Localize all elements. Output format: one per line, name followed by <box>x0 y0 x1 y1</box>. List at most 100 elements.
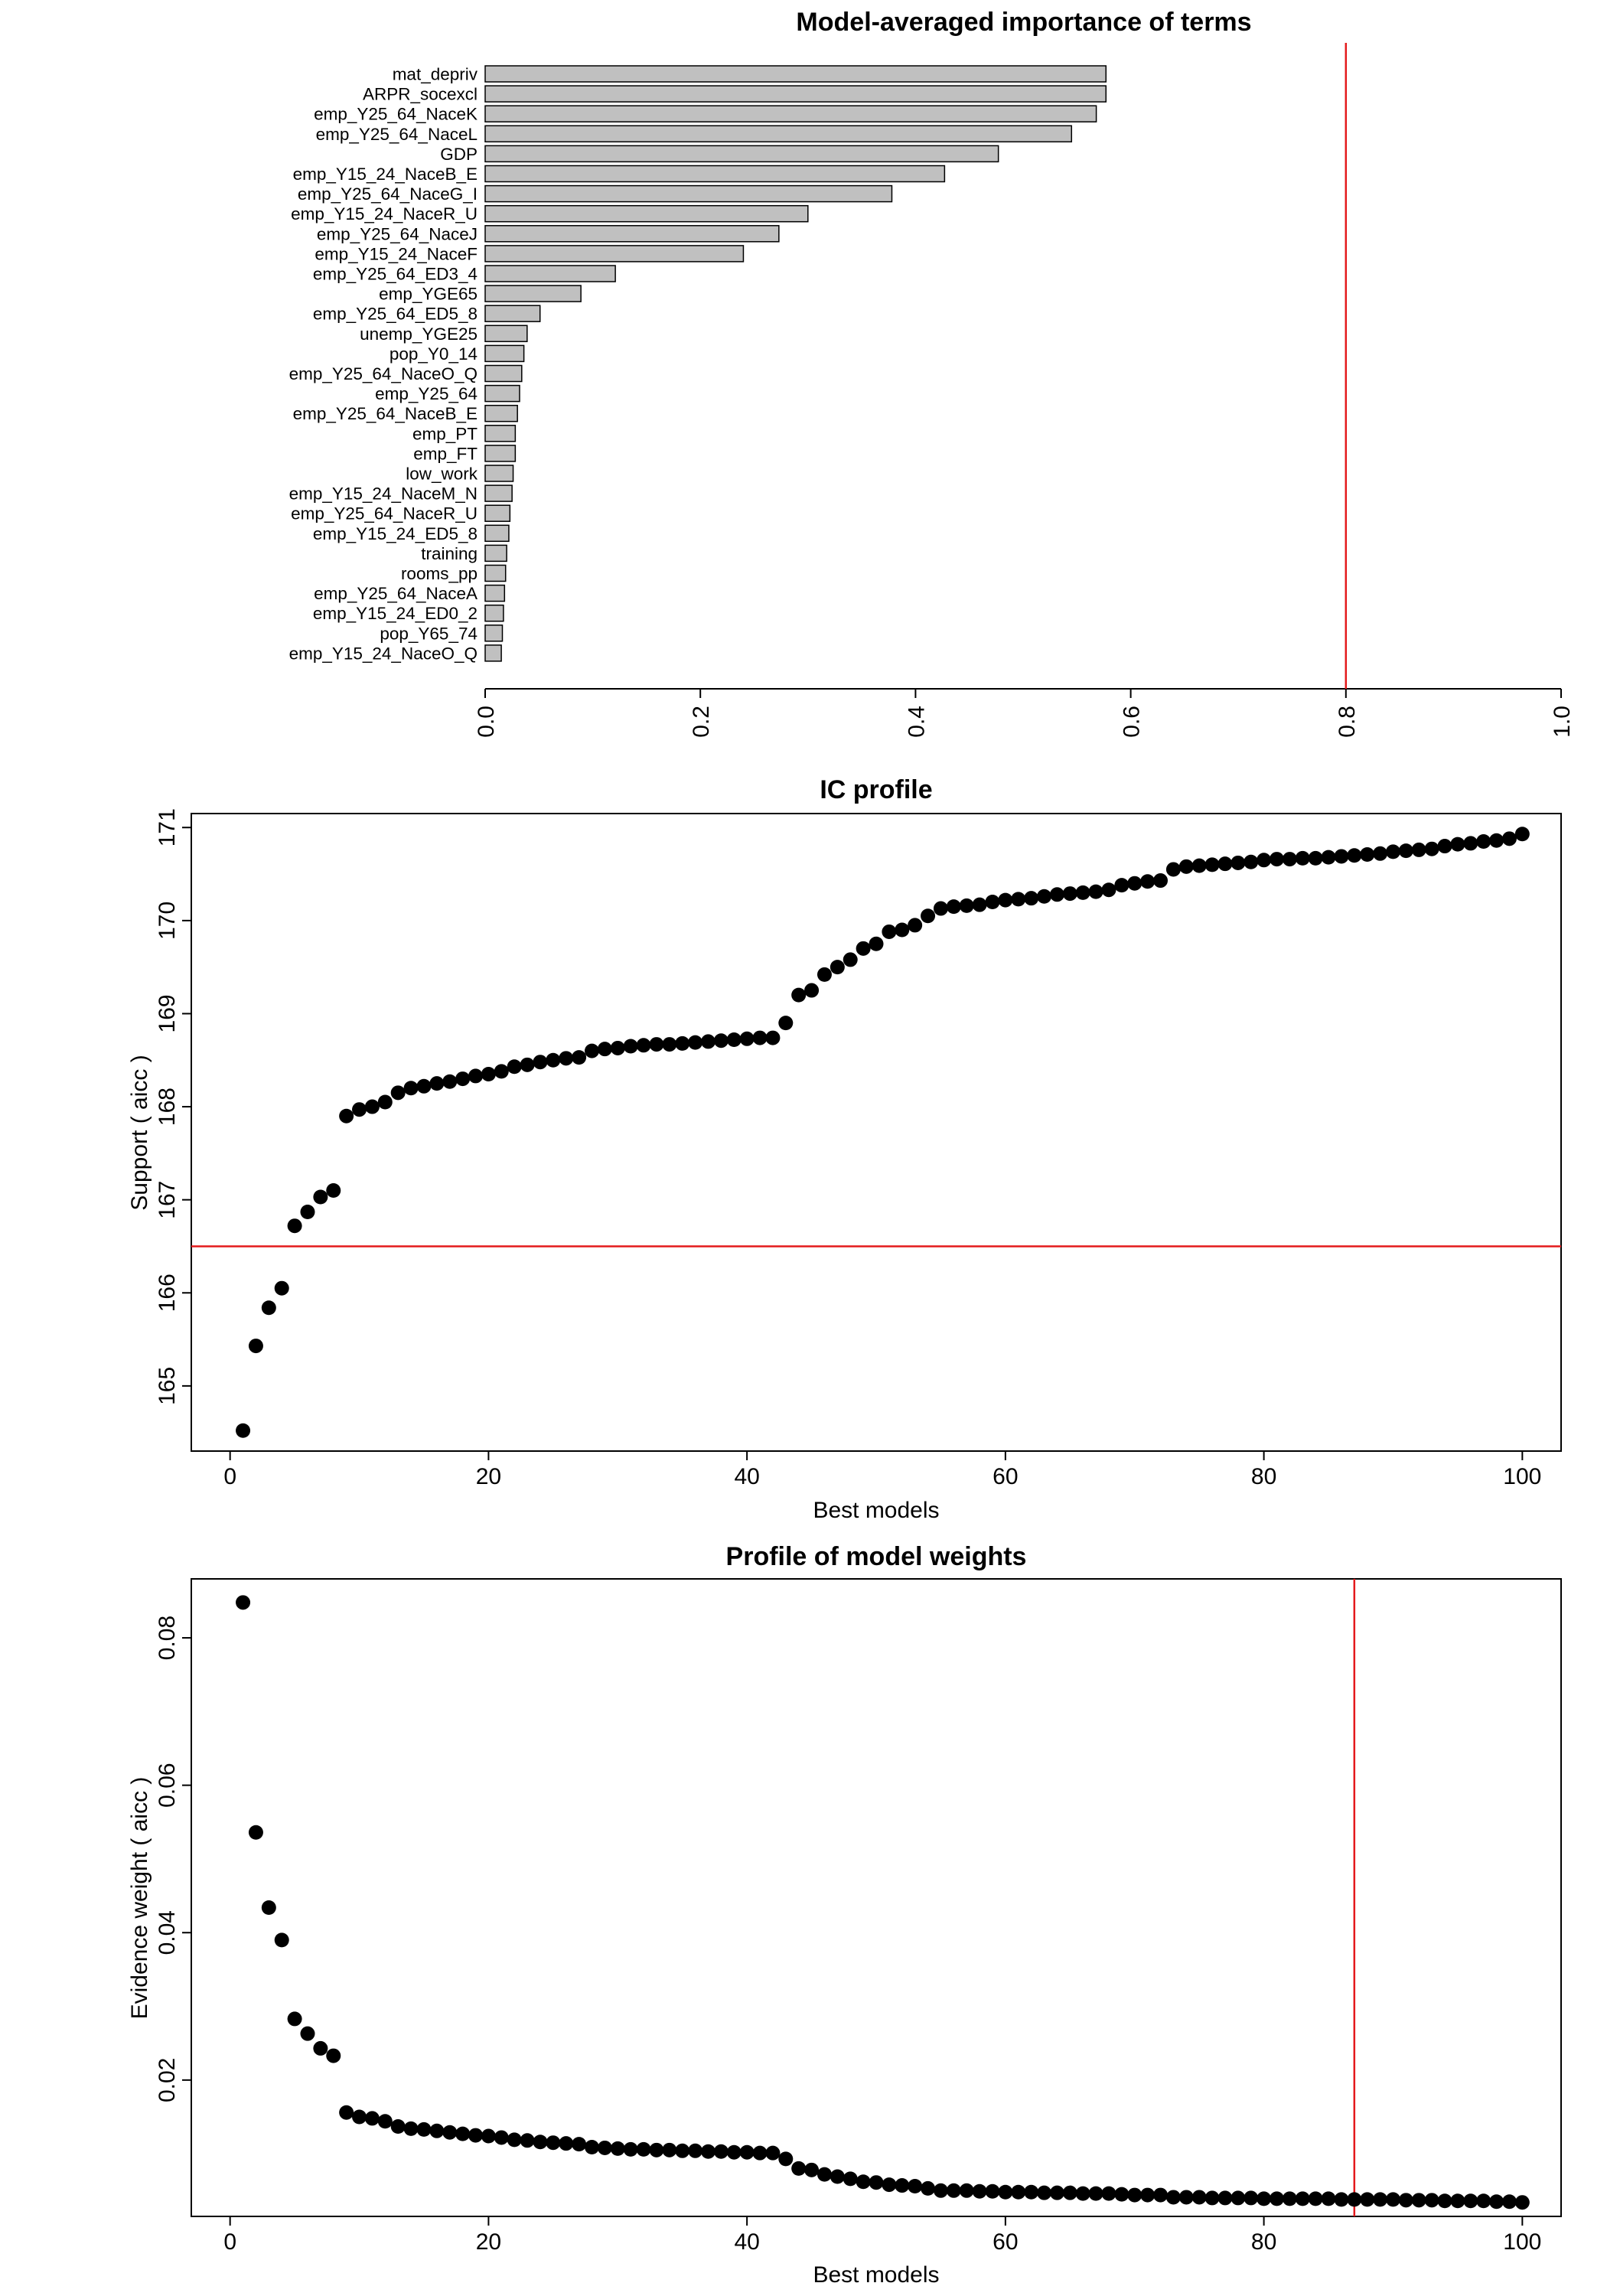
importance-bar <box>484 644 502 662</box>
weights-point <box>1024 2184 1039 2200</box>
importance-category-label: rooms_pp <box>401 564 478 583</box>
weights-point <box>1398 2193 1413 2208</box>
weights-point <box>765 2145 781 2161</box>
ic-profile-point <box>1398 843 1413 859</box>
ic-profile-point <box>946 899 961 915</box>
ic-profile-point <box>972 897 987 912</box>
weights-point <box>377 2114 393 2129</box>
importance-category-label: emp_Y15_24_NaceF <box>315 244 478 263</box>
importance-category-label: emp_Y15_24_NaceO_Q <box>289 644 478 663</box>
weights-x-tick-label: 80 <box>1251 2229 1276 2255</box>
ic-profile-y-tick-label: 168 <box>155 1088 180 1126</box>
ic-profile-point <box>533 1055 548 1070</box>
weights-point <box>959 2183 974 2198</box>
ic-profile-y-tick-label: 167 <box>155 1181 180 1219</box>
ic-profile-point <box>1489 833 1504 848</box>
ic-profile-point <box>274 1280 289 1296</box>
weights-point <box>752 2145 768 2161</box>
weights-point <box>1088 2186 1103 2201</box>
weights-point <box>468 2128 484 2143</box>
ic-profile-point <box>675 1035 690 1051</box>
importance-bar <box>484 524 510 543</box>
ic-profile-point <box>649 1037 664 1052</box>
importance-category-label: emp_PT <box>412 424 478 443</box>
weights-point <box>313 2040 328 2056</box>
weights-x-tick-label: 20 <box>476 2229 501 2255</box>
weights-point <box>1269 2191 1284 2206</box>
ic-profile-x-tick-label: 80 <box>1251 1464 1276 1489</box>
ic-profile-point <box>1101 882 1116 898</box>
ic-profile-point <box>377 1094 393 1110</box>
ic-profile-point <box>1514 827 1530 842</box>
weights-point <box>908 2179 923 2194</box>
importance-category-label: emp_YGE65 <box>379 285 478 304</box>
importance-category-label: emp_Y15_24_NaceM_N <box>289 484 478 504</box>
ic-profile-point <box>778 1016 794 1031</box>
weights-point <box>804 2162 820 2177</box>
weights-point <box>1153 2187 1169 2203</box>
weights-point <box>946 2183 961 2198</box>
weights-point <box>610 2141 625 2156</box>
weights-point <box>403 2121 419 2136</box>
importance-category-label: emp_Y15_24_NaceR_U <box>291 204 478 223</box>
weights-x-ticks: 0 20 40 60 80 100 <box>223 2216 1541 2255</box>
importance-category-label: emp_Y15_24_ED5_8 <box>313 524 478 543</box>
weights-point <box>882 2177 897 2193</box>
ic-profile-x-tick-label: 100 <box>1503 1464 1541 1489</box>
importance-category-label: emp_Y25_64_NaceK <box>314 105 478 124</box>
ic-profile-point <box>352 1102 367 1117</box>
ic-profile-x-ticks: 0 20 40 60 80 100 <box>223 1451 1541 1489</box>
importance-category-label: emp_Y25_64_NaceR_U <box>291 504 478 523</box>
ic-profile-point <box>1334 849 1349 864</box>
weights-point <box>843 2171 858 2187</box>
weights-point <box>1049 2185 1064 2200</box>
weights-point <box>1476 2193 1491 2209</box>
weights-point <box>559 2136 574 2151</box>
ic-profile-point <box>1165 862 1181 877</box>
ic-profile-point <box>261 1300 276 1316</box>
weights-point <box>1191 2190 1207 2205</box>
weights-point <box>1062 2185 1077 2200</box>
weights-point <box>1114 2187 1129 2202</box>
importance-bar <box>484 404 518 422</box>
ic-profile-point <box>572 1050 587 1065</box>
ic-profile-point <box>623 1039 638 1054</box>
ic-profile-x-tick-label: 20 <box>476 1464 501 1489</box>
importance-title: Model-averaged importance of terms <box>796 8 1251 37</box>
weights-point <box>623 2141 638 2157</box>
weights-point <box>248 1825 263 1840</box>
weights-point <box>572 2137 587 2152</box>
ic-profile-y-tick-label: 166 <box>155 1274 180 1312</box>
weights-y-ticks: 0.02 0.04 0.06 0.08 <box>155 1616 191 2102</box>
weights-point <box>584 2139 599 2154</box>
weights-point <box>998 2184 1013 2200</box>
importance-category-label: emp_Y25_64_NaceA <box>314 584 478 603</box>
ic-profile-point <box>1075 885 1090 900</box>
ic-profile-y-tick-label: 171 <box>155 808 180 846</box>
ic-profile-point <box>1257 853 1272 868</box>
ic-profile-point <box>1088 884 1103 899</box>
weights-point <box>1347 2192 1362 2207</box>
weights-point <box>739 2144 755 2160</box>
importance-bar <box>484 85 1107 103</box>
importance-category-label: emp_Y25_64_NaceO_Q <box>289 364 478 383</box>
weights-title: Profile of model weights <box>726 1542 1027 1571</box>
importance-x-ticks: 0.0 0.2 0.4 0.6 0.8 1.0 <box>474 689 1575 738</box>
weights-point <box>1360 2192 1375 2207</box>
ic-profile-point <box>1437 839 1452 854</box>
ic-profile-panel: IC profile 0 20 40 60 80 100 1651661671681691… <box>127 775 1562 1523</box>
weights-point <box>326 2048 341 2063</box>
ic-profile-point <box>688 1035 703 1050</box>
weights-y-tick-label: 0.06 <box>155 1763 180 1807</box>
weights-point <box>1178 2190 1194 2205</box>
importance-bars <box>484 65 1107 662</box>
ic-profile-point <box>752 1030 768 1045</box>
importance-x-tick-label: 0.8 <box>1335 706 1360 738</box>
ic-profile-x-tick-label: 0 <box>223 1464 236 1489</box>
weights-x-tick-label: 100 <box>1503 2229 1541 2255</box>
ic-profile-point <box>985 895 1000 910</box>
weights-point <box>1321 2191 1336 2206</box>
importance-bar <box>484 65 1107 83</box>
importance-bar <box>484 225 780 243</box>
weights-x-tick-label: 40 <box>734 2229 759 2255</box>
